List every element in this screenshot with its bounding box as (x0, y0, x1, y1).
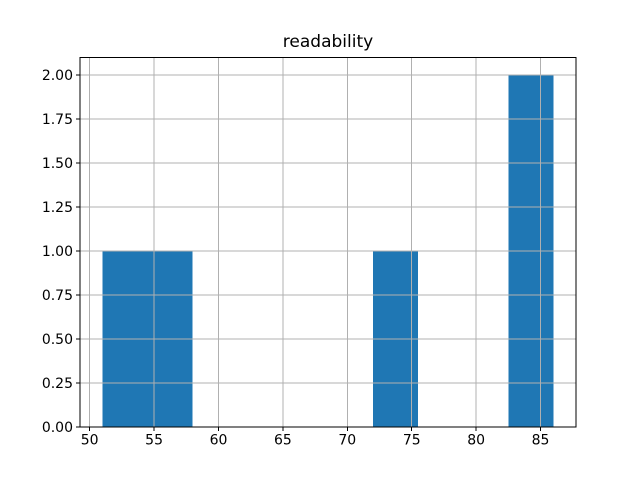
x-tick-label: 60 (210, 433, 228, 449)
y-tick-label: 0.25 (42, 376, 73, 392)
x-tick-label: 75 (403, 433, 421, 449)
y-tick-label: 1.75 (42, 112, 73, 128)
axes-spines (79, 57, 577, 428)
y-tick-label: 1.00 (42, 244, 73, 260)
y-tick-label: 1.25 (42, 200, 73, 216)
y-tick-label: 0.00 (42, 420, 73, 436)
grid-layer (80, 57, 576, 428)
ticks-layer: 50 55 60 65 70 75 80 85 0.00 0.25 0.50 0.75 1.00 1.25… (42, 68, 550, 448)
y-tick-label: 2.00 (42, 68, 73, 84)
x-tick-label: 85 (532, 433, 550, 449)
chart-title: readability (283, 32, 373, 52)
axes-frame (79, 57, 577, 428)
x-tick-label: 65 (274, 433, 292, 449)
y-tick-label: 1.50 (42, 156, 73, 172)
x-tick-label: 50 (81, 433, 99, 449)
y-tick-label: 0.50 (42, 332, 73, 348)
y-tick-label: 0.75 (42, 288, 73, 304)
x-tick-label: 70 (338, 433, 356, 449)
x-tick-label: 80 (467, 433, 485, 449)
x-tick-label: 55 (145, 433, 163, 449)
